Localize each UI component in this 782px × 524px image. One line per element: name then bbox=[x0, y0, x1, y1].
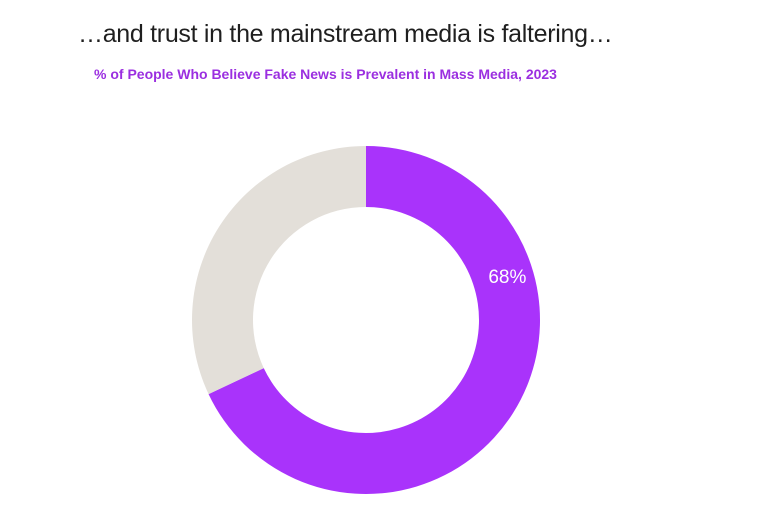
donut-slice-0 bbox=[208, 146, 540, 495]
chart-title: % of People Who Believe Fake News is Pre… bbox=[94, 66, 557, 82]
donut-labels: 68% bbox=[488, 267, 526, 288]
donut-slices bbox=[191, 145, 540, 495]
headline: …and trust in the mainstream media is fa… bbox=[78, 20, 613, 48]
donut-slice-1 bbox=[191, 145, 366, 395]
slice-label-0: 68% bbox=[488, 267, 526, 288]
